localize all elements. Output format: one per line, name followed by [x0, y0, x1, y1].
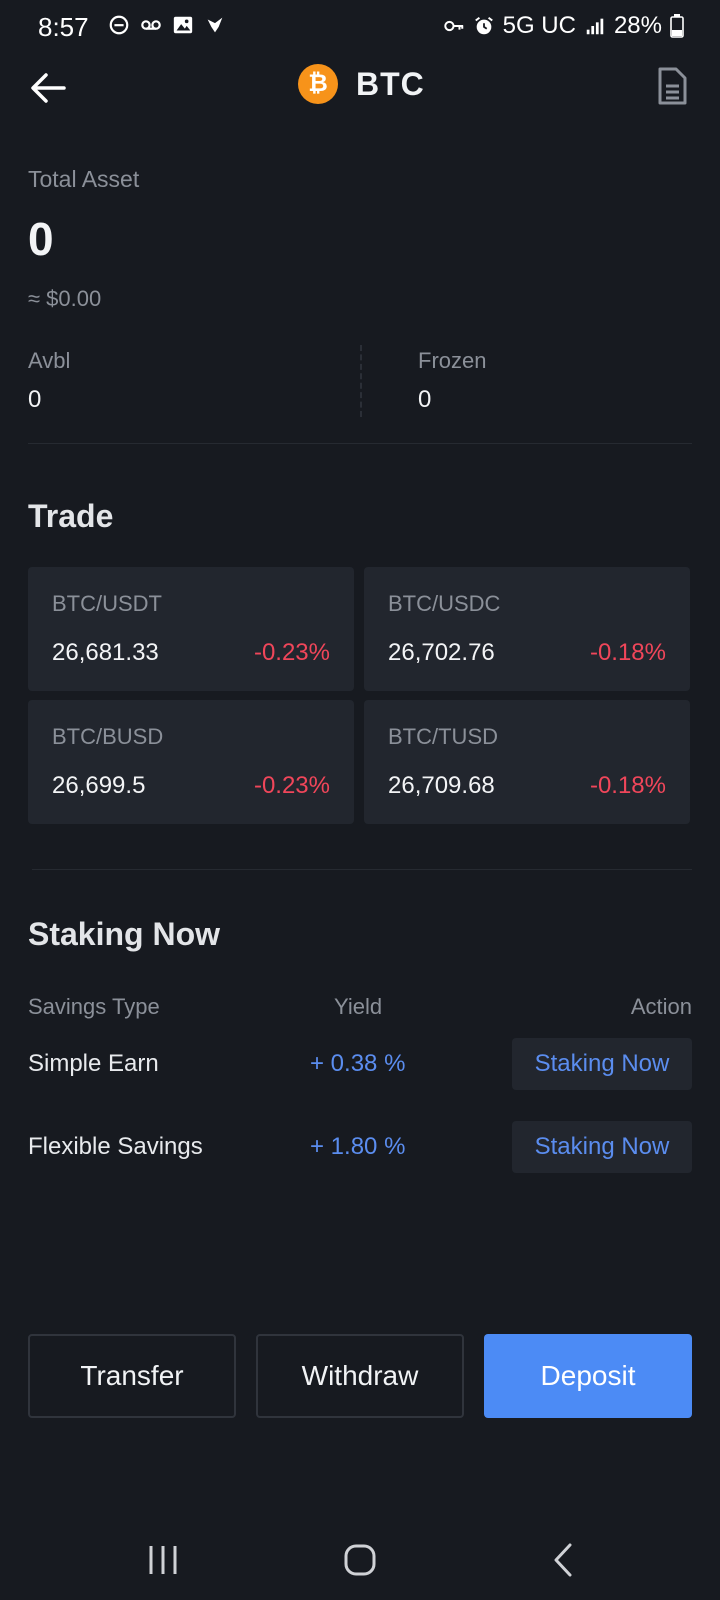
voicemail-icon — [141, 20, 161, 30]
staking-now-button[interactable]: Staking Now — [512, 1121, 692, 1173]
status-bar: 8:57 5G UC 28% — [0, 0, 720, 52]
pair-price: 26,709.68 — [388, 772, 495, 799]
system-nav-bar — [0, 1520, 720, 1600]
app-notification-icon — [207, 17, 223, 33]
battery-percent: 28% — [613, 12, 662, 39]
network-type: 5G UC — [502, 12, 576, 39]
back-button[interactable] — [26, 66, 70, 110]
home-icon[interactable] — [342, 1540, 378, 1580]
savings-yield: + 1.80 % — [310, 1133, 406, 1160]
pair-change: -0.23% — [253, 772, 330, 799]
status-left-icons — [108, 14, 226, 36]
bitcoin-logo-icon: ₿ — [298, 64, 338, 104]
frozen-value: 0 — [418, 386, 432, 413]
pair-name: BTC/BUSD — [52, 724, 164, 749]
pair-change: -0.18% — [589, 639, 666, 666]
pair-name: BTC/TUSD — [388, 724, 498, 749]
frozen-label: Frozen — [418, 348, 487, 373]
battery-icon — [670, 14, 684, 38]
title-group: ₿ BTC — [298, 64, 425, 104]
section-divider — [32, 869, 692, 870]
gallery-icon — [173, 16, 193, 34]
section-divider — [28, 443, 692, 444]
alarm-icon — [474, 16, 493, 35]
pair-price: 26,681.33 — [52, 639, 159, 666]
pair-name: BTC/USDT — [52, 591, 162, 616]
trade-pair-card[interactable]: BTC/USDC 26,702.76 -0.18% — [364, 567, 690, 691]
available-label: Avbl — [28, 348, 71, 373]
trade-pair-card[interactable]: BTC/TUSD 26,709.68 -0.18% — [364, 700, 690, 824]
recent-apps-icon[interactable] — [146, 1540, 180, 1580]
column-header-action: Action — [630, 994, 692, 1019]
status-right-icons: 5G UC 28% — [443, 12, 684, 40]
trade-pair-card[interactable]: BTC/USDT 26,681.33 -0.23% — [28, 567, 354, 691]
savings-type-name: Flexible Savings — [28, 1133, 203, 1160]
back-nav-icon[interactable] — [548, 1540, 578, 1580]
status-time: 8:57 — [38, 12, 89, 42]
records-button[interactable] — [654, 66, 694, 110]
total-asset-fiat: ≈ $0.00 — [28, 286, 102, 311]
document-icon — [658, 67, 687, 105]
withdraw-button[interactable]: Withdraw — [256, 1334, 464, 1418]
top-bar: ₿ BTC — [0, 52, 720, 122]
balance-divider — [360, 345, 362, 417]
pair-price: 26,699.5 — [52, 772, 146, 799]
pair-name: BTC/USDC — [388, 591, 501, 616]
total-asset-value: 0 — [28, 213, 54, 265]
trade-heading: Trade — [28, 498, 114, 534]
vpn-key-icon — [443, 20, 463, 32]
page-title: BTC — [356, 65, 425, 102]
pair-change: -0.23% — [253, 639, 330, 666]
column-header-savings-type: Savings Type — [28, 994, 160, 1019]
trade-pair-card[interactable]: BTC/BUSD 26,699.5 -0.23% — [28, 700, 354, 824]
savings-type-name: Simple Earn — [28, 1050, 159, 1077]
transfer-button[interactable]: Transfer — [28, 1334, 236, 1418]
pair-price: 26,702.76 — [388, 639, 495, 666]
deposit-button[interactable]: Deposit — [484, 1334, 692, 1418]
available-value: 0 — [28, 386, 42, 413]
staking-heading: Staking Now — [28, 916, 221, 952]
column-header-yield: Yield — [334, 994, 383, 1019]
savings-yield: + 0.38 % — [310, 1050, 406, 1077]
total-asset-label: Total Asset — [28, 166, 140, 192]
staking-now-button[interactable]: Staking Now — [512, 1038, 692, 1090]
pair-change: -0.18% — [589, 772, 666, 799]
signal-icon — [586, 18, 604, 35]
arrow-left-icon — [31, 73, 66, 103]
do-not-disturb-icon — [109, 15, 129, 35]
